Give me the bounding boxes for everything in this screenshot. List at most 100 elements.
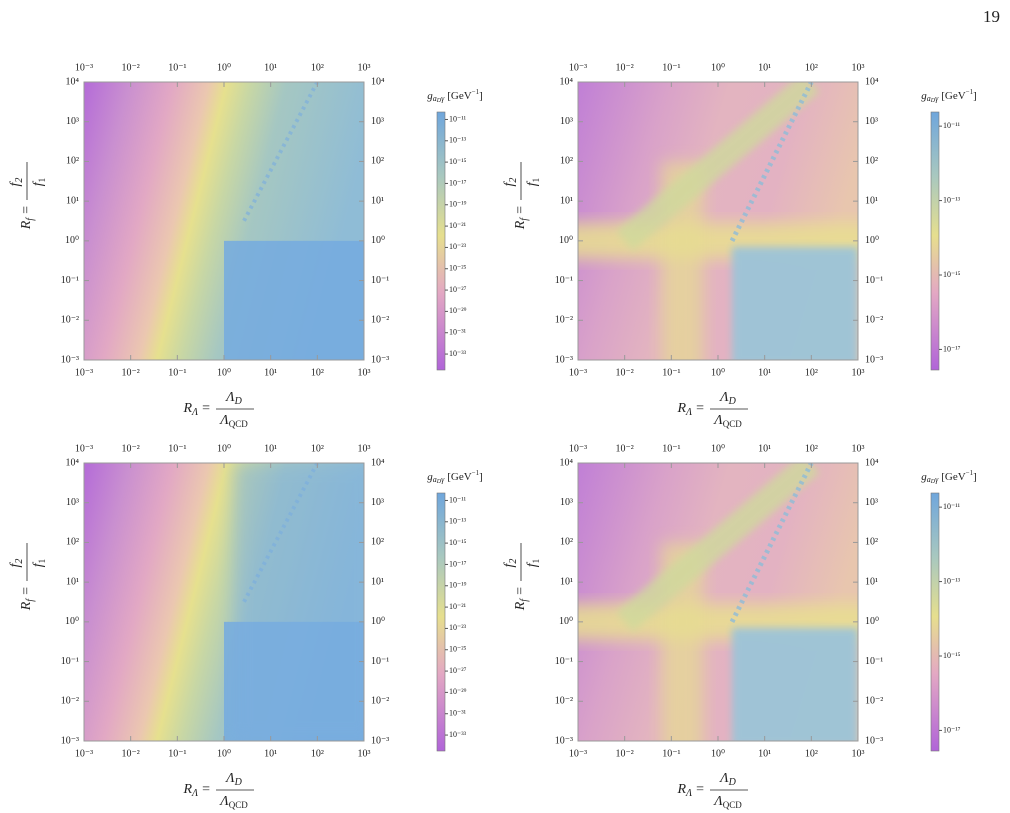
x-tick-label: 10³ bbox=[358, 367, 371, 378]
colorbar-tick-label: 10⁻¹⁵ bbox=[943, 270, 961, 279]
label-denominator: ΛQCD bbox=[218, 794, 248, 810]
y-tick-label-right: 10⁻² bbox=[865, 315, 883, 326]
colorbar bbox=[436, 111, 446, 371]
colorbar-tick-label: 10⁻³¹ bbox=[449, 328, 467, 337]
cb-symbol: g bbox=[921, 90, 927, 102]
y-tick-label: 10² bbox=[560, 537, 573, 548]
label-symbol: Λ bbox=[224, 771, 235, 786]
x-tick-label: 10⁰ bbox=[217, 748, 231, 759]
density-ridge bbox=[729, 82, 814, 242]
cb-subscript2: γ bbox=[441, 475, 445, 484]
colorbar-tick-label: 10⁻¹³ bbox=[943, 195, 961, 204]
y-tick-label-right: 10¹ bbox=[865, 576, 878, 587]
cb-subscript2: γ bbox=[935, 475, 939, 484]
cb-subscript: a bbox=[433, 94, 437, 103]
label-denominator: f1 bbox=[525, 559, 541, 567]
colorbar-tick-label: 10⁻¹⁷ bbox=[449, 559, 467, 568]
y-tick-label: 10⁴ bbox=[560, 457, 574, 468]
label-equals: = bbox=[19, 587, 34, 595]
x-tick-label-top: 10¹ bbox=[264, 443, 277, 454]
label-subscript: 2 bbox=[508, 559, 519, 564]
y-tick-label-right: 10⁴ bbox=[865, 457, 879, 468]
label-symbol: f bbox=[8, 180, 23, 186]
y-tick-label: 10³ bbox=[66, 497, 79, 508]
label-lhs: RΛ = bbox=[182, 782, 210, 799]
colorbar-tick-label: 10⁻¹³ bbox=[449, 517, 467, 526]
label-symbol: f bbox=[502, 561, 517, 567]
y-tick-label: 10⁴ bbox=[560, 76, 574, 87]
label-subscript: 1 bbox=[37, 178, 47, 183]
label-subscript: QCD bbox=[723, 419, 743, 429]
x-tick-label-top: 10⁻¹ bbox=[662, 62, 680, 73]
colorbar bbox=[930, 111, 940, 371]
y-tick-label-right: 10⁰ bbox=[371, 616, 385, 627]
y-tick-label: 10⁻³ bbox=[61, 735, 79, 746]
x-tick-label: 10³ bbox=[852, 367, 865, 378]
cb-symbol: g bbox=[921, 471, 927, 483]
label-lhs: RΛ = bbox=[676, 401, 704, 418]
cb-subscript: a bbox=[433, 475, 437, 484]
x-tick-label-top: 10¹ bbox=[758, 443, 771, 454]
cb-unit-exponent: −1 bbox=[966, 469, 974, 477]
x-tick-label-top: 10² bbox=[311, 62, 324, 73]
colorbar-tick-label: 10⁻³³ bbox=[449, 730, 467, 739]
colorbar-tick-label: 10⁻¹¹ bbox=[449, 114, 467, 123]
label-symbol: f bbox=[525, 561, 540, 567]
colorbar-tick-label: 10⁻¹⁵ bbox=[449, 538, 467, 547]
x-tick-label-top: 10⁻² bbox=[616, 443, 634, 454]
label-numerator: ΛD bbox=[224, 390, 242, 407]
label-subscript: f bbox=[25, 217, 36, 221]
colorbar-tick-label: 10⁻¹¹ bbox=[943, 121, 961, 130]
label-numerator: f2 bbox=[8, 559, 25, 568]
label-symbol: f bbox=[8, 561, 23, 567]
colorbar-tick-label: 10⁻²³ bbox=[449, 623, 467, 632]
cb-subsubscript: D bbox=[436, 479, 442, 485]
density-blue-region bbox=[732, 246, 858, 360]
colorbar-tick-label: 10⁻¹⁵ bbox=[943, 651, 961, 660]
colorbar-tick-label: 10⁻¹³ bbox=[449, 136, 467, 145]
cb-symbol: g bbox=[427, 90, 433, 102]
colorbar-tick-label: 10⁻³³ bbox=[449, 349, 467, 358]
x-tick-label: 10⁰ bbox=[711, 748, 725, 759]
label-denominator: ΛQCD bbox=[218, 413, 248, 429]
cb-subsubscript: D bbox=[930, 479, 936, 485]
label-lhs: Rf = bbox=[19, 587, 36, 611]
label-numerator: ΛD bbox=[718, 390, 736, 407]
label-equals: = bbox=[696, 401, 704, 416]
label-lhs: Rf = bbox=[19, 206, 36, 230]
x-tick-label-top: 10⁰ bbox=[711, 62, 725, 73]
y-tick-label: 10⁴ bbox=[66, 76, 80, 87]
colorbar-title: gaDγ [GeV−1] bbox=[921, 88, 977, 105]
x-tick-label-top: 10¹ bbox=[758, 62, 771, 73]
label-symbol: R bbox=[182, 782, 192, 797]
label-denominator: f1 bbox=[31, 559, 47, 567]
y-tick-label: 10⁰ bbox=[65, 616, 79, 627]
label-lhs: Rf = bbox=[513, 587, 530, 611]
y-tick-label-right: 10⁴ bbox=[371, 76, 385, 87]
y-tick-label: 10¹ bbox=[560, 195, 573, 206]
y-tick-label: 10⁻¹ bbox=[555, 656, 573, 667]
x-tick-label: 10⁻² bbox=[122, 367, 140, 378]
y-tick-label-right: 10⁰ bbox=[865, 235, 879, 246]
y-tick-label-right: 10⁴ bbox=[865, 76, 879, 87]
page-number: 19 bbox=[983, 7, 1000, 26]
label-denominator: f1 bbox=[31, 178, 47, 186]
x-tick-label-top: 10⁻³ bbox=[569, 62, 587, 73]
cb-unit-close: ] bbox=[973, 90, 977, 102]
label-symbol: Λ bbox=[712, 794, 723, 809]
x-tick-label-top: 10² bbox=[311, 443, 324, 454]
x-tick-label: 10⁻³ bbox=[569, 748, 587, 759]
y-tick-label-right: 10⁰ bbox=[865, 616, 879, 627]
label-symbol: Λ bbox=[718, 390, 729, 405]
colorbar-tick-label: 10⁻¹¹ bbox=[943, 502, 961, 511]
y-tick-label: 10⁻³ bbox=[555, 354, 573, 365]
y-tick-label: 10³ bbox=[66, 116, 79, 127]
label-symbol: Λ bbox=[712, 413, 723, 428]
x-tick-label-top: 10² bbox=[805, 443, 818, 454]
y-tick-label-right: 10⁻² bbox=[371, 315, 389, 326]
y-tick-label-right: 10⁻³ bbox=[371, 354, 389, 365]
